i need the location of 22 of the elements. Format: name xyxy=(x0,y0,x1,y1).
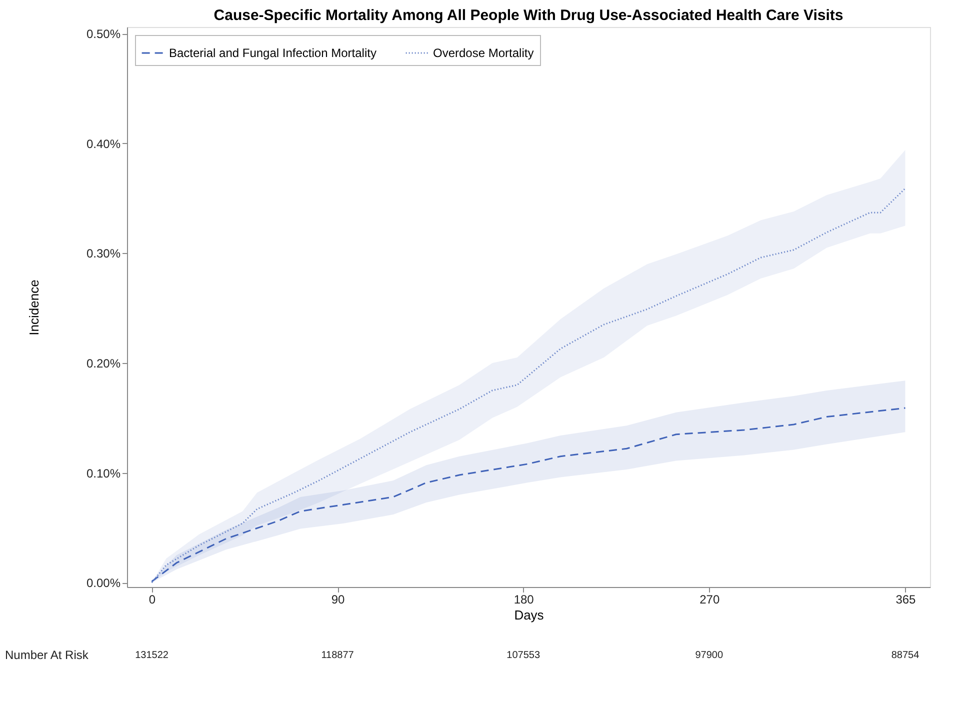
x-tick-label: 270 xyxy=(700,592,720,606)
x-tick-label: 90 xyxy=(331,592,346,606)
y-axis-title: Incidence xyxy=(26,280,42,336)
chart-title: Cause-Specific Mortality Among All People With Drug Use-Associated Health Care Visits xyxy=(214,7,844,24)
y-tick-label: 0.00% xyxy=(86,576,121,590)
text: 118877 xyxy=(321,650,354,661)
text: 107553 xyxy=(506,650,540,661)
text: 97900 xyxy=(695,650,724,661)
y-tick-label: 0.10% xyxy=(86,466,121,480)
x-tick-label: 365 xyxy=(896,592,916,606)
x-tick-label: 0 xyxy=(148,592,156,606)
y-tick-label: 0.50% xyxy=(86,27,121,42)
y-tick-label: 0.30% xyxy=(86,246,121,261)
legend-label: Bacterial and Fungal Infection Mortality xyxy=(169,46,376,60)
y-tick-label: 0.20% xyxy=(86,356,121,370)
text: 88754 xyxy=(891,650,920,661)
y-tick-label: 0.40% xyxy=(86,136,121,151)
text: 131522 xyxy=(135,650,169,661)
x-tick-label: 180 xyxy=(514,592,534,606)
text: Number At Risk xyxy=(5,648,90,662)
x-axis-title: Days xyxy=(514,608,544,622)
legend-label: Overdose Mortality xyxy=(433,46,534,60)
